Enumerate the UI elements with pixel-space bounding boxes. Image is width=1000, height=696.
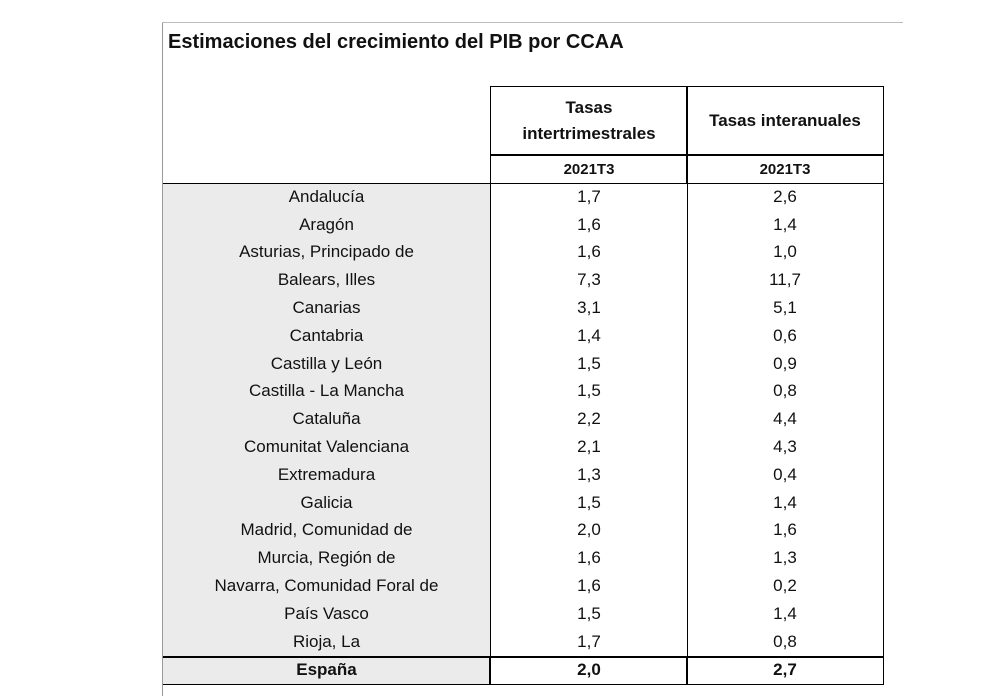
total-bg [163, 655, 490, 684]
total-sep1 [489, 655, 491, 685]
annual-rate: 11,7 [769, 270, 801, 290]
quarterly-rate: 3,1 [577, 298, 601, 318]
annual-rate: 5,1 [773, 298, 797, 318]
quarterly-rate: 1,7 [577, 631, 601, 651]
region-label: Andalucía [288, 186, 365, 206]
region-label: Extremadura [277, 464, 376, 484]
header-col1: Tasas intertrimestrales [490, 86, 688, 156]
frame-left [162, 22, 163, 696]
annual-rate: 1,3 [773, 548, 797, 568]
region-label: Comunitat Valenciana [243, 437, 410, 457]
annual-rate: 0,8 [773, 381, 797, 401]
col1-box [490, 183, 688, 656]
annual-rate: 0,8 [773, 631, 797, 651]
col2-box [686, 183, 884, 656]
region-label: Canarias [292, 298, 361, 318]
annual-rate: 4,4 [773, 409, 797, 429]
total-annual-rate: 2,7 [773, 660, 797, 680]
region-label: Madrid, Comunidad de [240, 520, 413, 540]
region-label: País Vasco [284, 603, 369, 623]
quarterly-rate: 1,5 [577, 353, 601, 373]
frame-top [162, 22, 903, 23]
quarterly-rate: 2,1 [577, 437, 601, 457]
region-label: Castilla y León [270, 353, 383, 373]
total-sep2 [686, 655, 688, 685]
quarterly-rate: 1,5 [577, 381, 601, 401]
quarterly-rate: 1,7 [577, 186, 601, 206]
quarterly-rate: 2,0 [577, 520, 601, 540]
region-label: Balears, Illes [277, 270, 376, 290]
period-col1: 2021T3 [490, 154, 688, 184]
annual-rate: 0,2 [773, 576, 797, 596]
body-top-line [163, 183, 884, 184]
quarterly-rate: 7,3 [577, 270, 601, 290]
header-col2: Tasas interanuales [686, 86, 884, 156]
label-bg [163, 183, 490, 656]
quarterly-rate: 1,6 [577, 576, 601, 596]
quarterly-rate: 1,4 [577, 325, 601, 345]
annual-rate: 4,3 [773, 437, 797, 457]
quarterly-rate: 1,6 [577, 548, 601, 568]
total-box [163, 655, 884, 685]
quarterly-rate: 1,6 [577, 214, 601, 234]
annual-rate: 0,6 [773, 325, 797, 345]
annual-rate: 1,4 [773, 214, 797, 234]
annual-rate: 0,9 [773, 353, 797, 373]
quarterly-rate: 1,5 [577, 603, 601, 623]
total-region-label: España [296, 660, 357, 680]
annual-rate: 1,4 [773, 603, 797, 623]
region-label: Navarra, Comunidad Foral de [214, 576, 439, 596]
annual-rate: 2,6 [773, 186, 797, 206]
annual-rate: 0,4 [773, 464, 797, 484]
region-label: Murcia, Región de [257, 548, 396, 568]
total-quarterly-rate: 2,0 [577, 660, 601, 680]
region-label: Aragón [299, 214, 354, 234]
quarterly-rate: 2,2 [577, 409, 601, 429]
annual-rate: 1,6 [773, 520, 797, 540]
region-label: Castilla - La Mancha [249, 381, 404, 401]
region-label: Asturias, Principado de [239, 242, 414, 262]
region-label: Rioja, La [292, 631, 361, 651]
quarterly-rate: 1,3 [577, 464, 601, 484]
region-label: Galicia [300, 492, 353, 512]
quarterly-rate: 1,6 [577, 242, 601, 262]
annual-rate: 1,0 [773, 242, 797, 262]
region-label: Cataluña [292, 409, 361, 429]
title: Estimaciones del crecimiento del PIB por… [168, 31, 624, 53]
region-label: Cantabria [289, 325, 364, 345]
period-col2: 2021T3 [686, 154, 884, 184]
quarterly-rate: 1,5 [577, 492, 601, 512]
annual-rate: 1,4 [773, 492, 797, 512]
